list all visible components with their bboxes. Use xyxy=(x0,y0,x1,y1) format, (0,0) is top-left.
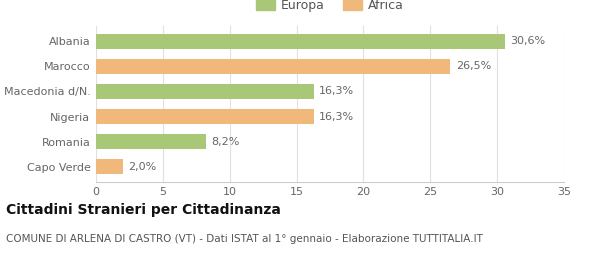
Bar xyxy=(96,34,505,49)
Bar xyxy=(96,84,314,99)
Text: COMUNE DI ARLENA DI CASTRO (VT) - Dati ISTAT al 1° gennaio - Elaborazione TUTTIT: COMUNE DI ARLENA DI CASTRO (VT) - Dati I… xyxy=(6,234,483,244)
Text: Cittadini Stranieri per Cittadinanza: Cittadini Stranieri per Cittadinanza xyxy=(6,203,281,217)
Bar xyxy=(96,109,314,124)
Bar xyxy=(96,159,123,174)
Bar xyxy=(96,134,206,149)
Bar xyxy=(96,59,451,74)
Text: 8,2%: 8,2% xyxy=(211,137,239,147)
Text: 16,3%: 16,3% xyxy=(319,112,355,122)
Text: 30,6%: 30,6% xyxy=(511,36,545,46)
Text: 26,5%: 26,5% xyxy=(455,61,491,71)
Text: 16,3%: 16,3% xyxy=(319,86,355,96)
Legend: Europa, Africa: Europa, Africa xyxy=(251,0,409,17)
Text: 2,0%: 2,0% xyxy=(128,162,157,172)
